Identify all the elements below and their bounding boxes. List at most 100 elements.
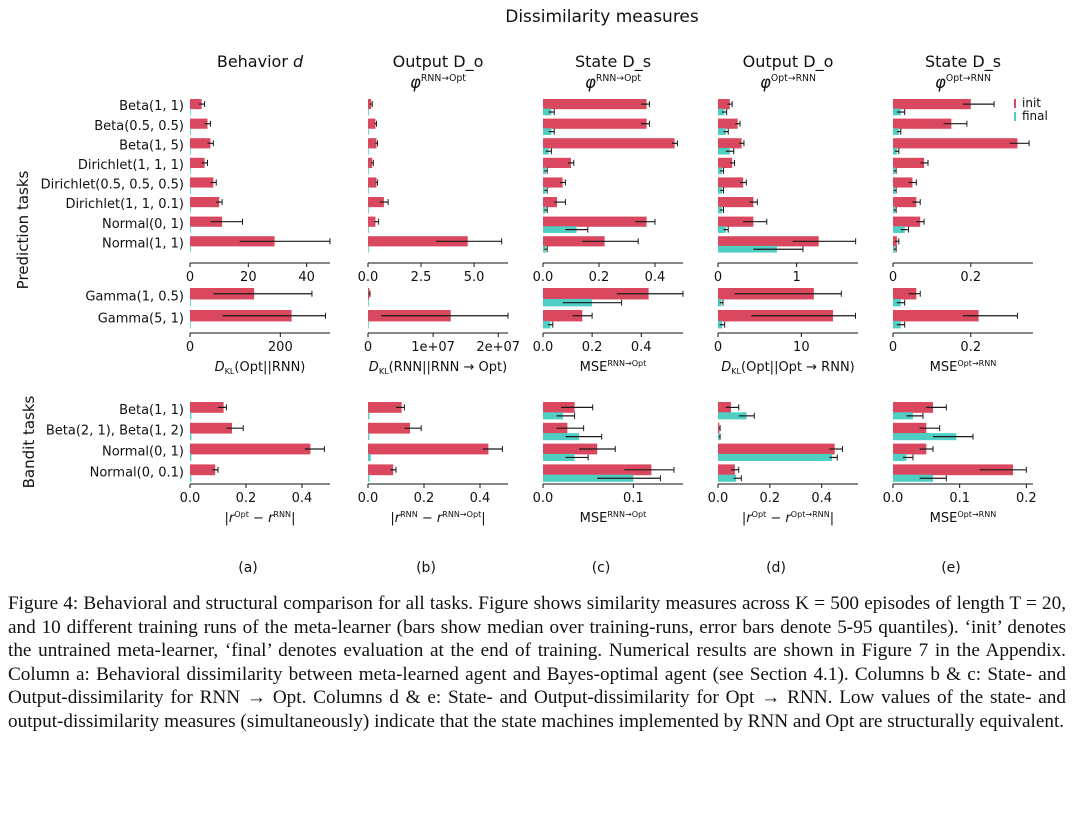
final-bar bbox=[543, 128, 552, 135]
init-bar bbox=[718, 157, 733, 168]
init-bar bbox=[893, 422, 927, 434]
x-tick-label: 0.2 bbox=[582, 340, 603, 355]
init-bar bbox=[368, 99, 372, 110]
x-tick-label: 0 bbox=[186, 270, 194, 285]
init-bar bbox=[718, 464, 735, 476]
x-tick-label: 0.4 bbox=[292, 491, 313, 506]
category-label: Dirichlet(1, 1, 1) bbox=[78, 158, 184, 173]
x-tick-label: 0 bbox=[889, 340, 897, 355]
init-bar bbox=[368, 402, 402, 413]
final-bar bbox=[543, 474, 634, 482]
figure-title-text: Dissimilarity measures bbox=[505, 7, 699, 27]
final-bar bbox=[718, 453, 833, 461]
init-bar bbox=[543, 216, 647, 227]
init-bar bbox=[718, 443, 835, 455]
final-bar bbox=[718, 412, 747, 420]
panel-letter-a: (a) bbox=[238, 560, 258, 576]
x-tick-label: 0.1 bbox=[949, 491, 970, 506]
panel-e-prediction: 0 0.2 bbox=[889, 99, 1033, 285]
panel-letters: (a) (b) (c) (d) (e) bbox=[238, 560, 961, 576]
init-bar bbox=[190, 157, 205, 168]
init-bar bbox=[190, 197, 220, 208]
final-bar bbox=[190, 298, 191, 307]
final-bar bbox=[893, 128, 899, 135]
x-tick-label: 0.0 bbox=[708, 491, 729, 506]
group-labels: Prediction tasks Bandit tasks bbox=[14, 170, 38, 488]
final-bar bbox=[893, 453, 907, 461]
init-bar bbox=[543, 157, 571, 168]
final-bar bbox=[368, 474, 370, 482]
init-bar bbox=[190, 236, 275, 247]
category-label: Dirichlet(1, 1, 0.1) bbox=[65, 197, 184, 212]
final-bar bbox=[718, 167, 722, 175]
panel-e-bandit: 0.0 0.1 0.2 MSEOpt→RNN bbox=[883, 402, 1037, 526]
init-bar bbox=[893, 197, 917, 208]
final-bar bbox=[368, 128, 369, 135]
final-bar bbox=[190, 108, 191, 116]
panel-c-bandit: 0.0 0.1 MSERNN→Opt bbox=[533, 402, 683, 526]
init-bar bbox=[368, 197, 384, 208]
caption-part-1: Figure 4: Behavioral and structural comp… bbox=[8, 593, 1071, 638]
category-label: Normal(1, 1) bbox=[102, 236, 184, 251]
column-header-c: State D_s bbox=[575, 52, 651, 72]
x-axis-label: MSERNN→Opt bbox=[580, 510, 647, 526]
init-bar bbox=[368, 177, 377, 188]
panel-d-bandit: 0.0 0.2 0.4 |rOpt − rOpt→RNN| bbox=[708, 402, 858, 526]
init-bar bbox=[190, 118, 208, 129]
init-bar bbox=[190, 422, 232, 434]
init-bar bbox=[543, 236, 605, 247]
category-label: Gamma(5, 1) bbox=[98, 312, 184, 327]
init-bar bbox=[543, 310, 583, 322]
x-tick-label: 1e+07 bbox=[411, 340, 455, 355]
panel-a-bandit: Beta(1, 1) Beta(2, 1), Beta(1, 2) Normal(0… bbox=[46, 402, 330, 526]
init-bar bbox=[368, 138, 377, 149]
category-label: Normal(0, 1) bbox=[102, 444, 184, 459]
init-bar bbox=[718, 197, 754, 208]
panel-e-gamma: 0 0.2 MSEOpt→RNN bbox=[889, 288, 1033, 375]
panel-letter-e: (e) bbox=[941, 560, 961, 576]
x-tick-label: 0.0 bbox=[358, 270, 379, 285]
panel-c-prediction: 0.0 0.2 0.4 bbox=[533, 99, 683, 285]
x-axis-label: MSERNN→Opt bbox=[580, 359, 647, 375]
category-label: Beta(1, 1) bbox=[119, 403, 184, 418]
x-tick-label: 0.4 bbox=[811, 491, 832, 506]
init-bar bbox=[368, 157, 373, 168]
final-bar bbox=[718, 474, 737, 482]
final-bar bbox=[368, 108, 369, 116]
final-bar bbox=[190, 245, 191, 253]
init-bar bbox=[893, 138, 1018, 149]
final-bar bbox=[368, 433, 370, 441]
init-bar bbox=[368, 464, 394, 476]
init-bar bbox=[368, 422, 410, 434]
x-tick-label: 1 bbox=[793, 270, 801, 285]
x-tick-label: 0.2 bbox=[236, 491, 257, 506]
init-bar bbox=[893, 288, 917, 300]
final-bar bbox=[718, 433, 720, 441]
init-bar bbox=[893, 464, 1013, 476]
init-bar bbox=[543, 402, 575, 413]
panel-letter-c: (c) bbox=[592, 560, 611, 576]
panel-b-prediction: 0.0 2.5 5.0 bbox=[358, 99, 508, 285]
init-bar bbox=[718, 118, 738, 129]
legend-label-final: final bbox=[1022, 109, 1048, 123]
x-tick-label: 0.4 bbox=[645, 270, 666, 285]
x-tick-label: 0.1 bbox=[623, 491, 644, 506]
init-bar bbox=[368, 236, 468, 247]
panel-a-prediction: Beta(1, 1) Beta(0.5, 0.5) Beta(1, 5) Dirich… bbox=[41, 99, 331, 285]
init-bar bbox=[893, 177, 913, 188]
init-bar bbox=[543, 118, 647, 129]
final-bar bbox=[718, 206, 722, 214]
x-axis-label: |rRNN − rRNN→Opt| bbox=[390, 510, 485, 526]
final-bar bbox=[190, 187, 191, 194]
x-tick-label: 0.0 bbox=[533, 270, 554, 285]
final-bar bbox=[718, 108, 725, 116]
init-bar bbox=[893, 157, 925, 168]
x-tick-label: 0 bbox=[186, 340, 194, 355]
init-bar bbox=[893, 443, 927, 455]
x-tick-label: 0.2 bbox=[760, 491, 781, 506]
final-bar bbox=[368, 412, 370, 420]
column-subheader-d: φOpt→RNN bbox=[760, 73, 816, 92]
final-bar bbox=[543, 412, 563, 420]
init-bar bbox=[190, 99, 202, 110]
